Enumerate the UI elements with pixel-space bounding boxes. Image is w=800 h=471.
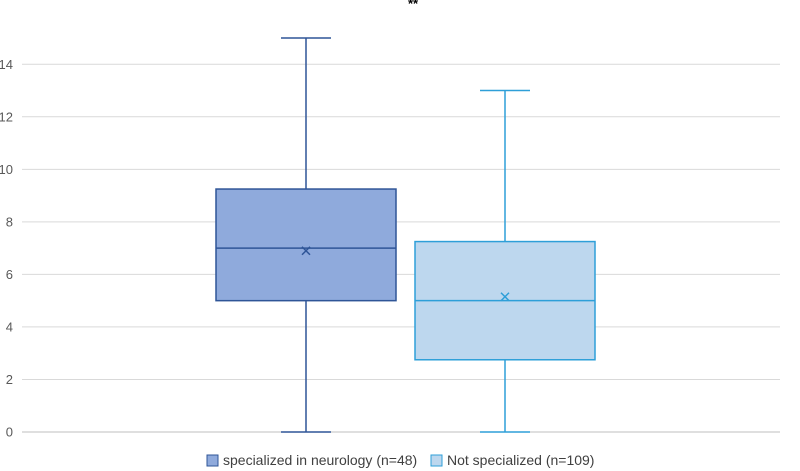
gridlines bbox=[22, 63, 780, 433]
boxes bbox=[215, 37, 596, 433]
y-tick-label: 12 bbox=[0, 109, 13, 124]
iqr-box bbox=[215, 188, 397, 302]
box-series bbox=[414, 89, 596, 433]
legend-label: Not specialized (n=109) bbox=[447, 452, 594, 468]
y-tick-label: 0 bbox=[6, 425, 13, 440]
significance-annotation: ** bbox=[408, 0, 419, 11]
y-tick-label: 4 bbox=[6, 319, 13, 334]
legend-swatch bbox=[430, 454, 443, 467]
y-tick-label: 10 bbox=[0, 162, 13, 177]
box-series bbox=[215, 37, 397, 433]
y-tick-label: 14 bbox=[0, 57, 13, 72]
legend: specialized in neurology (n=48) Not speci… bbox=[206, 452, 594, 468]
y-axis-tick-labels: 0 2 4 6 8 10 12 14 bbox=[0, 57, 13, 440]
legend-label: specialized in neurology (n=48) bbox=[223, 452, 417, 468]
y-tick-label: 8 bbox=[6, 214, 13, 229]
y-tick-label: 6 bbox=[6, 267, 13, 282]
y-tick-label: 2 bbox=[6, 372, 13, 387]
mean-marker bbox=[301, 246, 311, 256]
mean-marker bbox=[500, 292, 510, 302]
legend-swatch bbox=[206, 454, 219, 467]
